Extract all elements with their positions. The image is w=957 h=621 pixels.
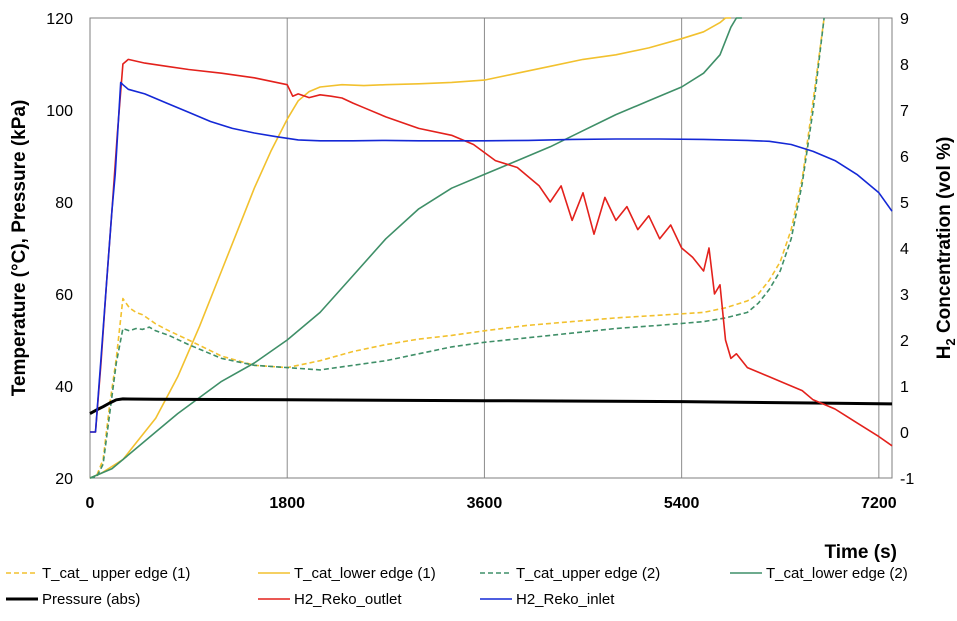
legend-label: T_cat_lower edge (2) bbox=[766, 565, 908, 582]
y-right-axis-title: H2 Concentration (vol %) bbox=[934, 137, 957, 360]
legend-label: H2_Reko_outlet bbox=[294, 591, 402, 608]
y-right-tick-labels: -1 0 1 2 3 4 5 6 7 8 9 bbox=[900, 11, 914, 488]
plot-area-border bbox=[89, 17, 893, 479]
y-left-tick-label: 60 bbox=[55, 287, 73, 304]
x-tick-label: 0 bbox=[86, 495, 95, 512]
y-right-tick-label: 0 bbox=[900, 425, 909, 442]
y-right-tick-label: 6 bbox=[900, 149, 909, 166]
series-line-t-cat-lower-edge-2 bbox=[89, 17, 742, 479]
legend-label: H2_Reko_inlet bbox=[516, 591, 615, 608]
y-left-axis-title: Temperature (°C), Pressure (kPa) bbox=[9, 100, 30, 397]
y-right-tick-label: 1 bbox=[900, 379, 909, 396]
y-left-tick-label: 80 bbox=[55, 195, 73, 212]
series-line-pressure-abs bbox=[89, 397, 893, 415]
series-line-h2-reko-outlet bbox=[90, 58, 893, 447]
x-tick-labels: 0 1800 3600 5400 7200 bbox=[86, 495, 897, 512]
x-tick-label: 3600 bbox=[467, 495, 503, 512]
legend-label: T_cat_upper edge (2) bbox=[516, 565, 660, 582]
y-right-tick-label: -1 bbox=[900, 471, 914, 488]
y-right-axis-title-h: H bbox=[934, 346, 955, 360]
x-axis-title: Time (s) bbox=[824, 542, 897, 563]
y-right-axis-title-rest: Concentration (vol %) bbox=[934, 137, 955, 339]
series-line-t-cat-upper-edge-2 bbox=[89, 17, 825, 479]
y-left-tick-label: 100 bbox=[46, 103, 73, 120]
y-left-tick-label: 20 bbox=[55, 471, 73, 488]
x-tick-label: 1800 bbox=[269, 495, 305, 512]
legend-label: T_cat_ upper edge (1) bbox=[42, 565, 190, 582]
x-tick-label: 5400 bbox=[664, 495, 700, 512]
grid-lines bbox=[286, 18, 880, 478]
legend: T_cat_ upper edge (1) T_cat_lower edge (1… bbox=[6, 565, 908, 608]
y-right-axis-title-sub: 2 bbox=[943, 338, 957, 345]
y-left-tick-labels: 20 40 60 80 100 120 bbox=[46, 11, 73, 488]
series-lines bbox=[89, 17, 893, 479]
legend-label: Pressure (abs) bbox=[42, 591, 140, 608]
series-line-t-cat-lower-edge-1 bbox=[89, 17, 731, 479]
y-right-tick-label: 8 bbox=[900, 57, 909, 74]
series-line-t-cat-upper-edge-1 bbox=[89, 17, 825, 479]
y-right-tick-label: 2 bbox=[900, 333, 909, 350]
y-right-tick-label: 5 bbox=[900, 195, 909, 212]
y-left-tick-label: 120 bbox=[46, 11, 73, 28]
y-right-tick-label: 7 bbox=[900, 103, 909, 120]
y-right-tick-label: 4 bbox=[900, 241, 909, 258]
y-left-tick-label: 40 bbox=[55, 379, 73, 396]
y-right-tick-label: 9 bbox=[900, 11, 909, 28]
series-line-h2-reko-inlet bbox=[90, 81, 893, 433]
y-right-tick-label: 3 bbox=[900, 287, 909, 304]
legend-label: T_cat_lower edge (1) bbox=[294, 565, 436, 582]
x-tick-label: 7200 bbox=[861, 495, 897, 512]
